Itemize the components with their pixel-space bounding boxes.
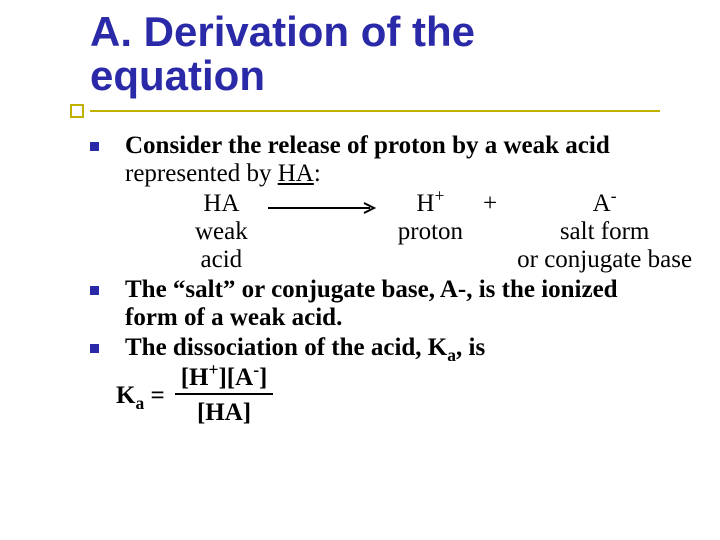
- numerator: [H+][A-]: [175, 364, 274, 393]
- accent-rule: [90, 110, 660, 112]
- text: represented by: [125, 160, 278, 187]
- subscript: a: [135, 393, 144, 413]
- list-item: The dissociation of the acid, Ka, is: [90, 334, 650, 362]
- reaction-arrow-icon: [268, 201, 378, 215]
- accent-square-icon: [70, 104, 84, 118]
- text: =: [144, 382, 165, 409]
- label: salt form: [507, 218, 702, 246]
- text: ]: [259, 364, 267, 391]
- title-block: A. Derivation of the equation: [40, 10, 680, 118]
- label: acid: [185, 246, 258, 274]
- reaction-scheme: HA H+ +: [185, 190, 702, 274]
- item-body: The dissociation of the acid, Ka, is: [125, 334, 650, 362]
- content-area: Consider the release of proton by a weak…: [40, 132, 680, 427]
- text: H: [416, 190, 434, 217]
- text: K: [116, 382, 135, 409]
- species-Aminus: A-: [507, 190, 702, 218]
- slide-title: A. Derivation of the equation: [90, 10, 660, 98]
- item-body: The “salt” or conjugate base, A-, is the…: [125, 276, 650, 332]
- text-underline: HA: [278, 160, 314, 187]
- species-HA: HA: [185, 190, 258, 218]
- text: :: [314, 160, 321, 187]
- denominator: [HA]: [191, 395, 257, 427]
- title-underline: [70, 104, 660, 118]
- species-Hplus: H+: [388, 190, 473, 218]
- text: [H: [181, 364, 209, 391]
- list-item: The “salt” or conjugate base, A-, is the…: [90, 276, 650, 332]
- text-bold: Consider the release of proton by a weak…: [125, 132, 610, 159]
- label: proton: [388, 218, 473, 246]
- text: A: [593, 190, 611, 217]
- superscript: -: [611, 186, 617, 206]
- text: , is: [456, 334, 485, 361]
- subscript: a: [447, 345, 456, 365]
- fraction: [H+][A-] [HA]: [175, 364, 274, 427]
- text: The dissociation of the acid, K: [125, 334, 447, 361]
- superscript: +: [434, 186, 444, 206]
- slide: A. Derivation of the equation Consider t…: [0, 0, 720, 437]
- plus-sign: +: [473, 190, 507, 218]
- text: ][A: [218, 364, 253, 391]
- ka-lhs: Ka =: [116, 382, 165, 410]
- bullet-icon: [90, 286, 99, 295]
- bullet-icon: [90, 344, 99, 353]
- label: or conjugate base: [507, 246, 702, 274]
- bullet-icon: [90, 142, 99, 151]
- arrow-cell: [258, 190, 388, 218]
- item-body: Consider the release of proton by a weak…: [125, 132, 702, 274]
- list-item: Consider the release of proton by a weak…: [90, 132, 650, 274]
- superscript: +: [208, 360, 218, 380]
- ka-equation: Ka = [H+][A-] [HA]: [116, 364, 650, 427]
- label: weak: [185, 218, 258, 246]
